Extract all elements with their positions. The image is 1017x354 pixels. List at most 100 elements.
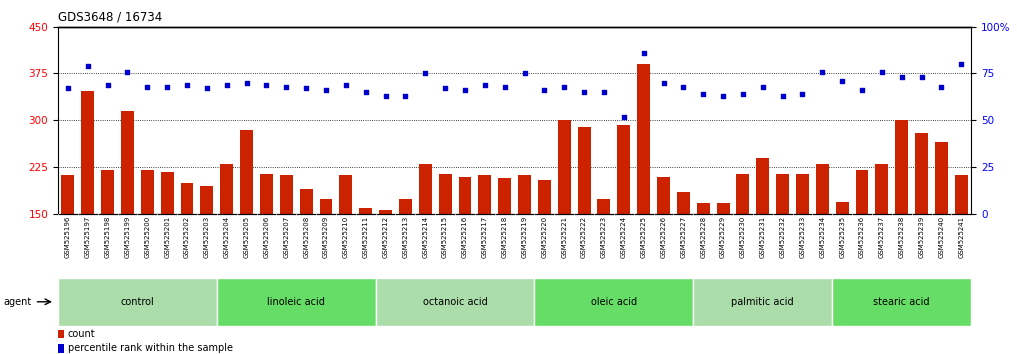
Point [556,84,573,90]
Text: GSM525220: GSM525220 [541,216,547,258]
Bar [955,175,968,214]
Text: GSM525205: GSM525205 [244,216,249,258]
Point [834,78,850,84]
Point [198,86,215,91]
Text: GSM525206: GSM525206 [263,216,270,258]
Text: GSM525203: GSM525203 [203,216,210,258]
Bar [121,111,134,214]
Text: GSM525232: GSM525232 [780,216,785,258]
Text: GSM525237: GSM525237 [879,216,885,258]
Bar [319,199,333,214]
Text: GSM525197: GSM525197 [84,216,91,258]
Bar [638,64,650,214]
Bar [58,278,217,326]
Point [437,86,454,91]
Text: octanoic acid: octanoic acid [423,297,487,307]
Point [258,82,275,87]
Text: GSM525208: GSM525208 [303,216,309,258]
Point [953,61,969,67]
Point [576,89,592,95]
Point [815,69,831,74]
Point [854,87,871,93]
Point [477,82,493,87]
Point [417,70,433,76]
Bar [280,175,293,214]
Bar [535,278,694,326]
Text: GSM525231: GSM525231 [760,216,766,258]
Text: control: control [120,297,155,307]
Bar [836,202,848,214]
Point [457,87,473,93]
Point [298,86,314,91]
Text: GSM525216: GSM525216 [462,216,468,258]
Bar [240,130,253,214]
Bar [200,186,214,214]
Text: count: count [68,329,96,339]
Text: GSM525223: GSM525223 [601,216,607,258]
Text: GSM525210: GSM525210 [343,216,349,258]
Text: linoleic acid: linoleic acid [267,297,325,307]
Text: GSM525225: GSM525225 [641,216,647,258]
Bar [915,133,929,214]
Point [755,84,771,90]
Bar [617,125,631,214]
Bar [598,199,610,214]
Bar [776,173,789,214]
Text: GSM525240: GSM525240 [939,216,945,258]
Point [536,87,552,93]
Bar [717,203,729,214]
Point [496,84,513,90]
Text: GSM525209: GSM525209 [323,216,328,258]
Bar [340,175,352,214]
Bar [141,170,154,214]
Text: GSM525201: GSM525201 [164,216,170,258]
Bar [832,278,971,326]
Bar [657,177,670,214]
Bar [855,170,869,214]
Bar [359,208,372,214]
Bar [677,192,690,214]
Bar [578,127,591,214]
Text: GSM525222: GSM525222 [581,216,587,258]
Text: GSM525213: GSM525213 [403,216,409,258]
Bar [557,120,571,214]
Text: GSM525233: GSM525233 [799,216,805,258]
Text: GSM525239: GSM525239 [918,216,924,258]
Point [596,89,612,95]
Text: GSM525217: GSM525217 [482,216,488,258]
Point [655,80,671,86]
Text: GSM525214: GSM525214 [422,216,428,258]
Point [219,82,235,87]
Bar [816,164,829,214]
Bar [58,344,64,353]
Point [60,86,76,91]
Text: GSM525224: GSM525224 [620,216,626,258]
Bar [876,164,888,214]
Text: GSM525238: GSM525238 [899,216,905,258]
Bar [895,120,908,214]
Text: agent: agent [3,297,32,307]
Point [318,87,335,93]
Text: GSM525221: GSM525221 [561,216,567,258]
Text: palmitic acid: palmitic acid [731,297,794,307]
Point [636,50,652,56]
Bar [736,173,750,214]
Bar [61,175,74,214]
Text: GSM525212: GSM525212 [382,216,388,258]
Text: GSM525199: GSM525199 [124,216,130,258]
Bar [935,142,948,214]
Point [179,82,195,87]
Text: oleic acid: oleic acid [591,297,637,307]
Point [100,82,116,87]
Bar [419,164,431,214]
Text: percentile rank within the sample: percentile rank within the sample [68,343,233,353]
Point [615,114,632,119]
Bar [81,91,95,214]
Bar [757,158,769,214]
Bar [697,203,710,214]
Bar [375,278,535,326]
Text: GSM525200: GSM525200 [144,216,151,258]
Text: GSM525207: GSM525207 [284,216,289,258]
Text: GSM525236: GSM525236 [859,216,865,258]
Bar [221,164,233,214]
